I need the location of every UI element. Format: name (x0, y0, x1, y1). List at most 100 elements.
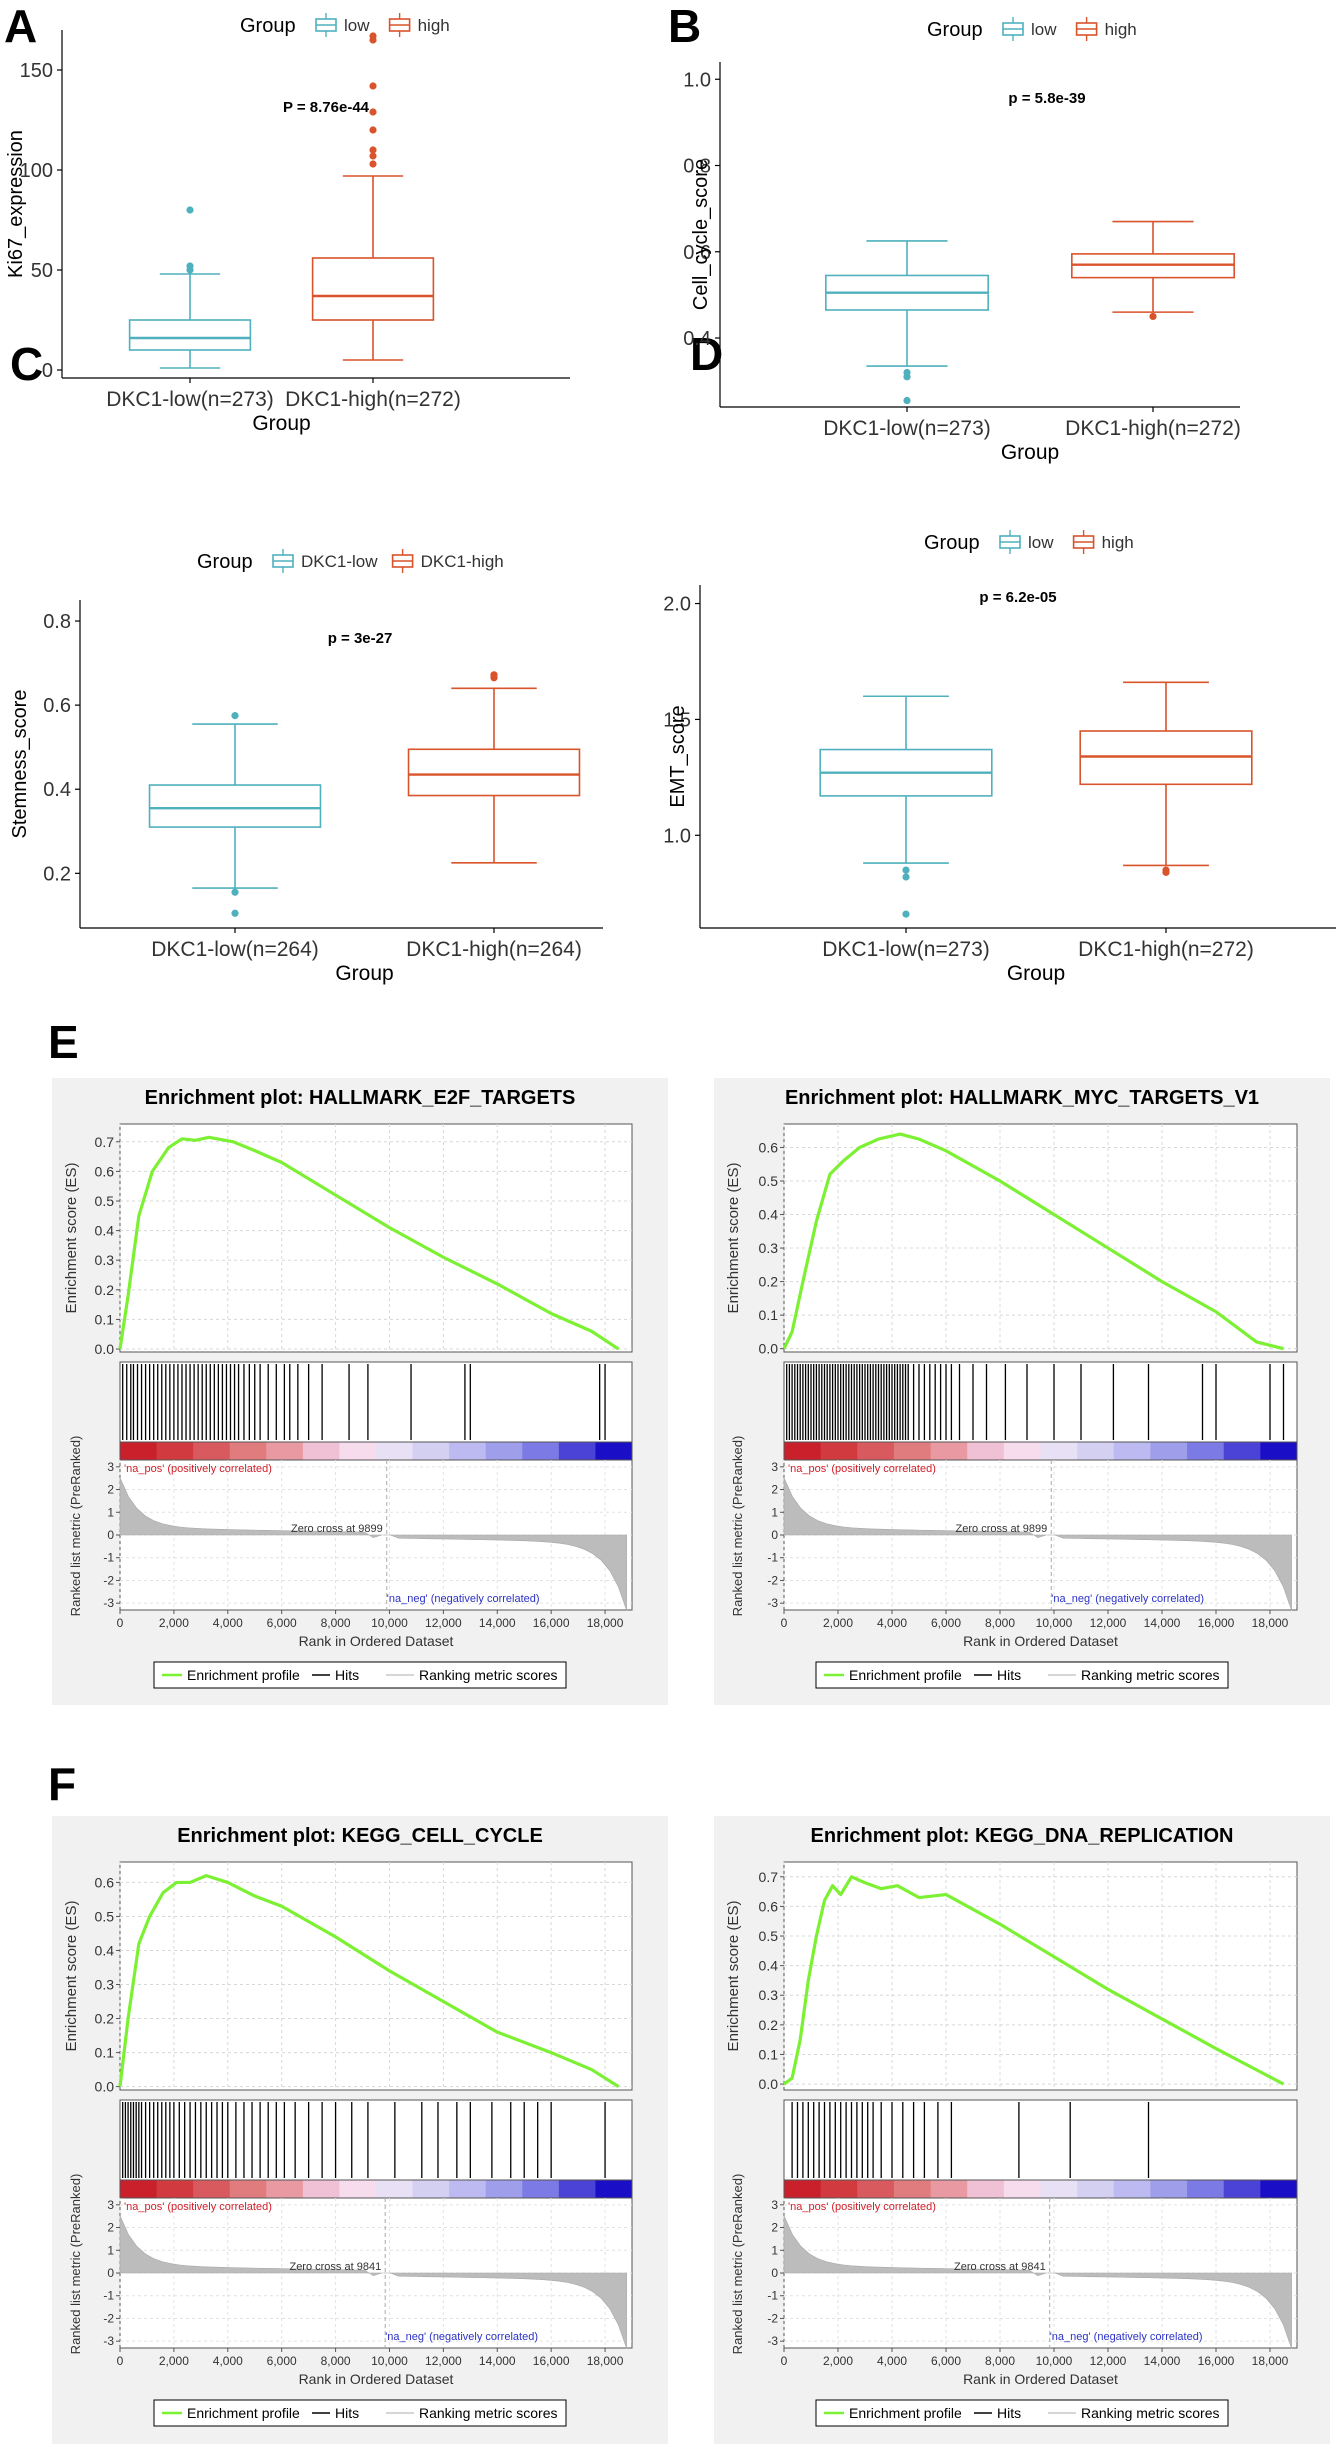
rank-heat-segment (229, 2180, 267, 2198)
y-tick-label: 1.0 (683, 69, 711, 91)
outlier-point (1162, 868, 1170, 876)
x-tick-label: 10,000 (1036, 1616, 1073, 1630)
rank-heat-segment (1150, 2180, 1188, 2198)
x-tick-label: 8,000 (321, 2354, 351, 2368)
x-tick-label: 14,000 (479, 1616, 516, 1630)
zero-cross-label: Zero cross at 9841 (954, 2261, 1046, 2273)
positive-correlation-label: 'na_pos' (positively correlated) (124, 1463, 272, 1475)
legend: Enrichment profile Hits Ranking metric sco… (815, 1661, 1229, 1689)
x-tick-label: 4,000 (213, 2354, 243, 2368)
x-tick-label: 6,000 (931, 1616, 961, 1630)
es-y-tick-label: 0.1 (95, 1311, 115, 1327)
rank-heat-segment (857, 1442, 895, 1460)
rank-heat-segment (522, 2180, 560, 2198)
x-tick-label: DKC1-low(n=273) (822, 938, 990, 961)
legend-label-low: low (344, 16, 370, 35)
negative-correlation-label: 'na_neg' (negatively correlated) (387, 1593, 540, 1605)
x-tick-label: DKC1-low(n=273) (823, 417, 991, 440)
metric-y-tick-label: 0 (771, 1528, 778, 1542)
box-low (825, 240, 989, 405)
es-y-tick-label: 0.6 (95, 1163, 115, 1179)
legend-title: Group (924, 532, 980, 554)
legend-label-profile: Enrichment profile (849, 2405, 962, 2421)
ranking-metric-area (119, 2215, 627, 2349)
y-tick-label: 50 (31, 260, 53, 282)
plot-title: Enrichment plot: KEGG_DNA_REPLICATION (811, 1825, 1234, 1847)
x-axis-label: Group (252, 412, 310, 435)
x-tick-label: 16,000 (1198, 1616, 1235, 1630)
p-value-label: p = 3e-27 (328, 630, 393, 647)
legend-title: Group (240, 15, 296, 37)
es-y-tick-label: 0.1 (95, 2045, 115, 2061)
legend-label-hits: Hits (335, 1667, 359, 1683)
y-tick-label: 150 (20, 60, 53, 82)
outlier-point (369, 146, 377, 154)
rank-heat-segment (339, 1442, 377, 1460)
metric-y-tick-label: -2 (767, 1573, 778, 1587)
metric-y-tick-label: -3 (103, 1596, 114, 1610)
legend-label-ranking: Ranking metric scores (419, 2405, 558, 2421)
legend-label-profile: Enrichment profile (187, 2405, 300, 2421)
legend-box (815, 1661, 1229, 1689)
metric-y-axis-label: Ranked list metric (PreRanked) (68, 1436, 83, 1617)
rank-heat-segment (120, 1442, 158, 1460)
rank-heat-segment (156, 1442, 194, 1460)
enrichment-profile-line (782, 1132, 1284, 1351)
y-tick-label: 0.4 (43, 779, 71, 801)
es-y-tick-label: 0.6 (759, 1139, 779, 1155)
rank-heat-segment (1223, 1442, 1261, 1460)
metric-y-tick-label: 1 (771, 2243, 778, 2257)
rank-heat-segment (302, 2180, 340, 2198)
box-low (148, 712, 322, 917)
outlier-point (369, 32, 377, 40)
rank-heat-segment (485, 1442, 523, 1460)
box-iqr (148, 784, 322, 828)
legend-title: Group (927, 19, 983, 41)
rank-heat-segment (1003, 2180, 1041, 2198)
rank-heat-segment (820, 1442, 858, 1460)
rank-heat-segment (1223, 2180, 1261, 2198)
x-tick-label: 12,000 (425, 2354, 462, 2368)
es-plot-area (783, 1861, 1298, 2091)
legend-label-hits: Hits (335, 2405, 359, 2421)
rank-heat-segment (266, 2180, 304, 2198)
es-y-tick-label: 0.3 (95, 1252, 115, 1268)
metric-y-tick-label: 3 (771, 1460, 778, 1474)
rank-heat-segment (893, 1442, 932, 1460)
legend: Group low high (927, 17, 1137, 41)
metric-y-tick-label: -2 (767, 2311, 778, 2325)
hits-area (783, 1361, 1298, 1443)
rank-heat-segment (1260, 2180, 1298, 2198)
es-y-tick-label: 0.7 (95, 1134, 115, 1150)
hits-area (783, 2099, 1298, 2181)
gsea-panel-e2: Enrichment plot: HALLMARK_MYC_TARGETS_V1… (714, 1078, 1330, 1705)
enrichment-profile-line (783, 1875, 1285, 2086)
legend-label-ranking: Ranking metric scores (1081, 2405, 1220, 2421)
x-tick-label: 16,000 (1198, 2354, 1235, 2368)
x-tick-label: 0 (117, 2354, 124, 2368)
legend: Group DKC1-low DKC1-high (197, 549, 504, 573)
ranking-metric-area (783, 1477, 1292, 1611)
legend-box (815, 2399, 1229, 2427)
x-tick-label: 18,000 (1252, 1616, 1289, 1630)
positive-correlation-label: 'na_pos' (positively correlated) (788, 1463, 936, 1475)
x-axis-label: Group (1001, 441, 1059, 464)
ranking-metric-area (783, 2215, 1292, 2349)
x-tick-label: 10,000 (1036, 2354, 1073, 2368)
x-tick-label: 0 (781, 1616, 788, 1630)
x-tick-label: 2,000 (823, 1616, 853, 1630)
zero-cross-label: Zero cross at 9841 (289, 2261, 381, 2273)
metric-y-tick-label: 0 (107, 2266, 114, 2280)
outlier-point (903, 368, 911, 377)
es-y-tick-label: 0.6 (759, 1898, 779, 1914)
x-tick-label: DKC1-low(n=264) (151, 938, 319, 961)
rank-heat-segment (930, 1442, 968, 1460)
box-low (819, 695, 993, 918)
zero-cross-label: Zero cross at 9899 (956, 1523, 1048, 1535)
x-tick-label: DKC1-high(n=264) (406, 938, 582, 961)
y-axis-label: Stemness_score (9, 690, 31, 839)
x-tick-label: DKC1-high(n=272) (285, 388, 461, 411)
y-tick-label: 2.0 (663, 594, 691, 616)
gsea-panel-f2: Enrichment plot: KEGG_DNA_REPLICATION 0.0… (714, 1816, 1330, 2444)
outlier-point (231, 909, 239, 917)
